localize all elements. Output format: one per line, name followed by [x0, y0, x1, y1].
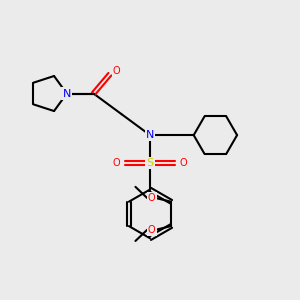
Text: O: O: [148, 193, 156, 203]
Text: O: O: [148, 225, 156, 235]
Text: O: O: [112, 66, 120, 76]
Text: N: N: [146, 130, 154, 140]
Text: S: S: [146, 158, 154, 168]
Text: O: O: [112, 158, 120, 168]
Text: N: N: [63, 88, 71, 98]
Text: O: O: [180, 158, 188, 168]
